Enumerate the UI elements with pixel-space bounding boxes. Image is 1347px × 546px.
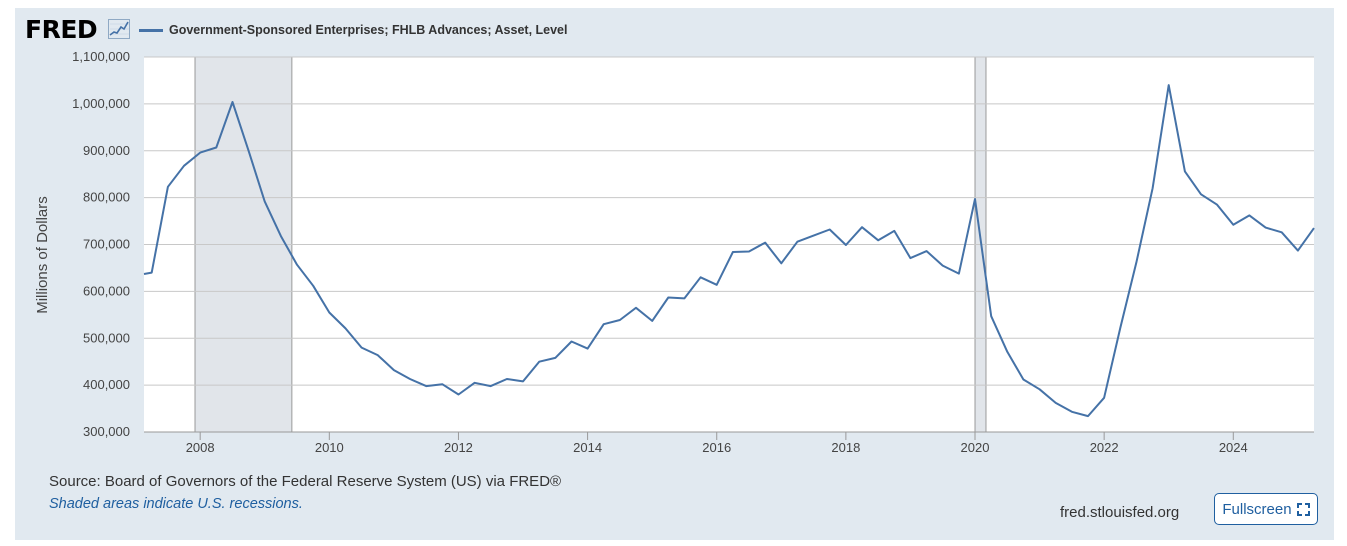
y-tick-label: 400,000: [83, 377, 130, 392]
expand-icon: [1296, 502, 1310, 516]
source-text: Source: Board of Governors of the Federa…: [49, 473, 562, 490]
chart-frame: FRED Government-Sponsored Enterprises; F…: [15, 8, 1334, 540]
x-tick-label: 2010: [315, 440, 344, 455]
x-tick-label: 2014: [573, 440, 602, 455]
legend-label: Government-Sponsored Enterprises; FHLB A…: [169, 23, 568, 37]
line-chart: 300,000 400,000 500,000 600,000 700,000 800,0…: [34, 49, 1315, 455]
y-tick-label: 800,000: [83, 190, 130, 205]
y-tick-label: 600,000: [83, 283, 130, 298]
axes: 300,000 400,000 500,000 600,000 700,000 800,0…: [72, 49, 1314, 455]
y-tick-label: 300,000: [83, 424, 130, 439]
recession-note: Shaded areas indicate U.S. recessions.: [49, 496, 303, 512]
y-tick-label: 900,000: [83, 143, 130, 158]
y-axis-label: Millions of Dollars: [34, 196, 51, 314]
x-tick-label: 2018: [831, 440, 860, 455]
site-link[interactable]: fred.stlouisfed.org: [1060, 504, 1180, 521]
series-line: [143, 84, 1315, 418]
x-tick-label: 2022: [1090, 440, 1119, 455]
x-tick-label: 2024: [1219, 440, 1248, 455]
x-tick-label: 2020: [961, 440, 990, 455]
y-tick-label: 1,000,000: [72, 96, 130, 111]
legend-swatch: [139, 28, 163, 32]
fullscreen-label: Fullscreen: [1222, 500, 1292, 518]
series-layer: [143, 84, 1315, 418]
x-tick-label: 2012: [444, 440, 473, 455]
fred-logo[interactable]: FRED: [25, 15, 98, 44]
fullscreen-button[interactable]: Fullscreen: [1214, 493, 1318, 525]
x-tick-label: 2016: [702, 440, 731, 455]
x-tick-label: 2008: [186, 440, 215, 455]
chart-legend: Government-Sponsored Enterprises; FHLB A…: [139, 21, 567, 39]
y-tick-label: 700,000: [83, 237, 130, 252]
y-tick-label: 500,000: [83, 330, 130, 345]
chart-line-icon: [108, 19, 130, 39]
y-tick-label: 1,100,000: [72, 49, 130, 64]
